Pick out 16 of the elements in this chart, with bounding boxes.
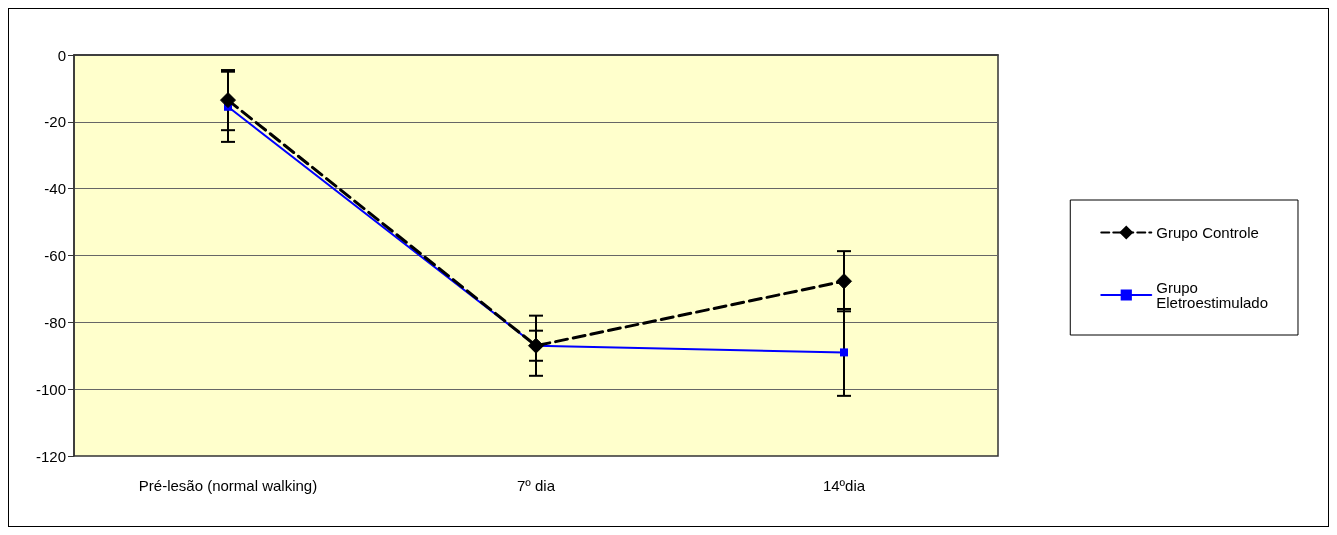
- point: [528, 337, 544, 354]
- point: [220, 92, 236, 109]
- x-tick-label: 14ºdia: [822, 477, 866, 494]
- legend-label: Grupo Controle: [1156, 224, 1259, 241]
- x-tick-label: 7º dia: [516, 477, 556, 494]
- legend-label: Grupo Eletroestimulado: [1156, 279, 1269, 311]
- y-tick-label: -60: [44, 247, 66, 264]
- x-tick-label: Pré-lesão (normal walking): [138, 477, 318, 494]
- y-tick-label: 0: [57, 46, 66, 64]
- point: [836, 273, 852, 290]
- y-tick-label: -120: [35, 447, 66, 465]
- y-tick-label: -20: [44, 113, 66, 131]
- y-tick-label: -100: [35, 380, 66, 398]
- y-tick-label: -80: [44, 313, 66, 331]
- point: [840, 348, 848, 357]
- y-tick-label: -40: [44, 180, 66, 198]
